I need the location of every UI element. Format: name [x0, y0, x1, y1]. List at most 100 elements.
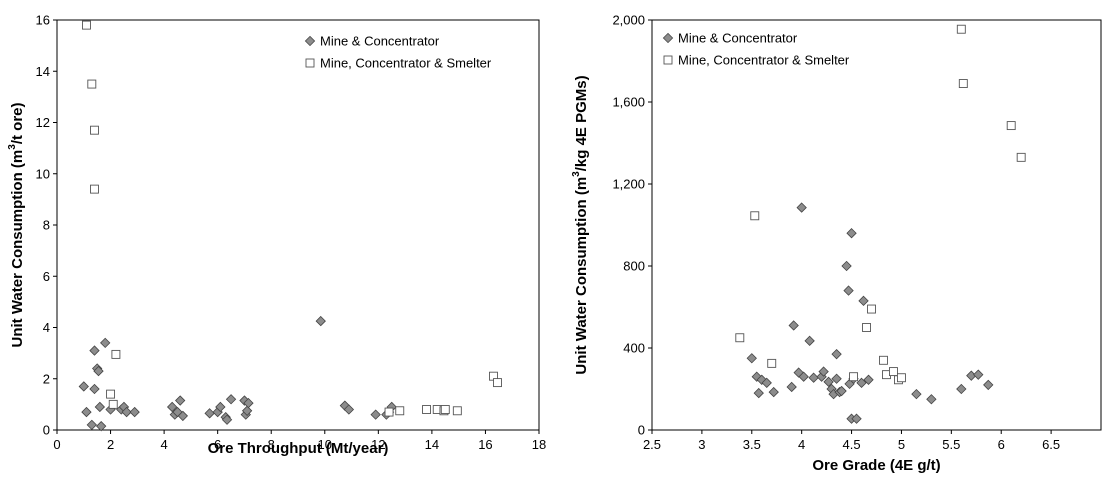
x-axis-ticks: 0 2 4 6 8 10 12 14 16 18 — [53, 430, 546, 452]
data-point-square — [767, 358, 777, 368]
y-axis-label-superscript: 3 — [7, 144, 18, 150]
data-point-diamond — [243, 397, 254, 409]
y-axis-label: Unit Water Consumption (m3/t ore) — [7, 102, 26, 347]
data-point-diamond — [89, 383, 100, 395]
y-tick-label: 0 — [43, 423, 50, 438]
data-point-diamond — [204, 408, 215, 419]
data-point-diamond — [93, 365, 104, 377]
data-point-diamond — [315, 315, 326, 327]
data-point-diamond — [81, 406, 92, 418]
legend-label: Mine, Concentrator & Smelter — [678, 53, 850, 68]
data-point-diamond — [786, 381, 797, 393]
y-axis-label-superscript: 3 — [571, 171, 582, 177]
data-point-diamond — [983, 379, 994, 391]
data-point-diamond — [129, 406, 140, 418]
data-point-square — [440, 405, 450, 414]
data-point-diamond — [796, 202, 807, 213]
data-point-diamond — [911, 388, 922, 400]
y-tick-label: 14 — [36, 64, 50, 79]
data-point-square — [735, 333, 745, 343]
data-point-square — [956, 24, 966, 34]
data-point-diamond — [370, 409, 381, 420]
data-point-square — [1006, 121, 1016, 131]
data-point-square — [1016, 152, 1026, 162]
data-point-diamond — [343, 404, 355, 415]
data-point-diamond — [96, 420, 107, 432]
y-tick-label: 1,200 — [612, 177, 645, 192]
data-point-diamond — [166, 401, 178, 413]
legend: Mine & Concentrator Mine, Concentrator & … — [304, 34, 492, 71]
y-tick-label: 16 — [36, 13, 50, 28]
legend-label: Mine, Concentrator & Smelter — [320, 56, 492, 71]
data-point-diamond — [843, 285, 854, 296]
x-tick-label: 4 — [798, 437, 805, 452]
data-point-square — [849, 372, 859, 382]
x-tick-label: 0 — [53, 437, 60, 452]
chart-ore-throughput: 0 2 4 6 8 10 12 14 16 0 2 4 6 8 10 12 14 16 18 Mine & Con… — [7, 13, 546, 458]
data-point-diamond — [858, 295, 869, 307]
data-point-diamond — [746, 353, 757, 364]
data-point-square — [87, 79, 97, 89]
x-tick-label: 6.5 — [1042, 437, 1060, 452]
data-point-square — [493, 378, 502, 388]
data-point-diamond — [818, 366, 829, 377]
data-point-diamond — [86, 419, 97, 431]
data-point-diamond — [753, 387, 764, 399]
x-tick-label: 18 — [532, 437, 546, 452]
data-point-diamond — [956, 383, 967, 395]
x-tick-label: 6 — [214, 437, 221, 452]
legend-marker-square — [663, 55, 673, 65]
x-tick-label: 14 — [425, 437, 439, 452]
data-point-square — [879, 355, 888, 365]
y-tick-label: 2,000 — [612, 13, 645, 28]
data-point-diamond — [836, 385, 847, 397]
data-point-diamond — [221, 414, 233, 425]
x-tick-label: 4 — [160, 437, 167, 452]
data-point-square — [111, 349, 121, 359]
plot-area-frame — [56, 19, 540, 431]
data-point-square — [384, 407, 394, 417]
x-tick-label: 2 — [107, 437, 114, 452]
data-point-square — [106, 389, 116, 399]
x-axis-ticks: 2.5 3 3.5 4 4.5 5 5.5 6 6.5 — [643, 430, 1060, 452]
x-tick-label: 5.5 — [942, 437, 960, 452]
plot-area-frame — [651, 19, 1102, 431]
data-point-square — [862, 323, 871, 332]
data-point-diamond — [241, 405, 253, 416]
data-point-diamond — [793, 367, 804, 378]
x-tick-label: 5 — [898, 437, 905, 452]
x-tick-label: 3.5 — [743, 437, 761, 452]
x-tick-label: 10 — [318, 437, 332, 452]
y-tick-label: 1,600 — [612, 95, 645, 110]
legend-marker-diamond — [662, 32, 674, 44]
y-axis-ticks: 0 2 4 6 8 10 12 14 16 — [36, 13, 57, 438]
data-point-diamond — [808, 372, 819, 383]
x-tick-label: 12 — [371, 437, 385, 452]
chart-ore-grade: 0 400 800 1,200 1,600 2,000 2.5 3 3.5 4 4.5 5 5.5 6 6… — [571, 13, 1102, 474]
data-point-diamond — [804, 335, 815, 346]
data-point-diamond — [225, 394, 237, 405]
data-point-diamond — [768, 386, 779, 398]
data-point-diamond — [177, 410, 189, 422]
data-point-diamond — [926, 394, 937, 405]
data-point-square — [452, 406, 462, 416]
data-point-square — [896, 373, 906, 383]
data-point-diamond — [973, 369, 984, 380]
data-point-diamond — [831, 348, 842, 360]
data-point-diamond — [121, 406, 132, 418]
data-points — [735, 24, 1026, 424]
data-point-diamond — [856, 377, 867, 389]
data-point-square — [889, 367, 898, 377]
x-tick-label: 8 — [268, 437, 275, 452]
y-tick-label: 6 — [43, 269, 50, 284]
data-point-diamond — [89, 345, 100, 356]
x-tick-label: 16 — [478, 437, 492, 452]
legend-marker-diamond — [304, 35, 316, 47]
data-point-square — [867, 304, 876, 314]
legend-label: Mine & Concentrator — [320, 34, 440, 49]
y-tick-label: 8 — [43, 218, 50, 233]
data-point-diamond — [863, 374, 874, 385]
data-point-diamond — [841, 260, 852, 272]
x-axis-label: Ore Throughput (Mt/year) — [208, 440, 389, 457]
y-tick-label: 2 — [43, 371, 50, 386]
